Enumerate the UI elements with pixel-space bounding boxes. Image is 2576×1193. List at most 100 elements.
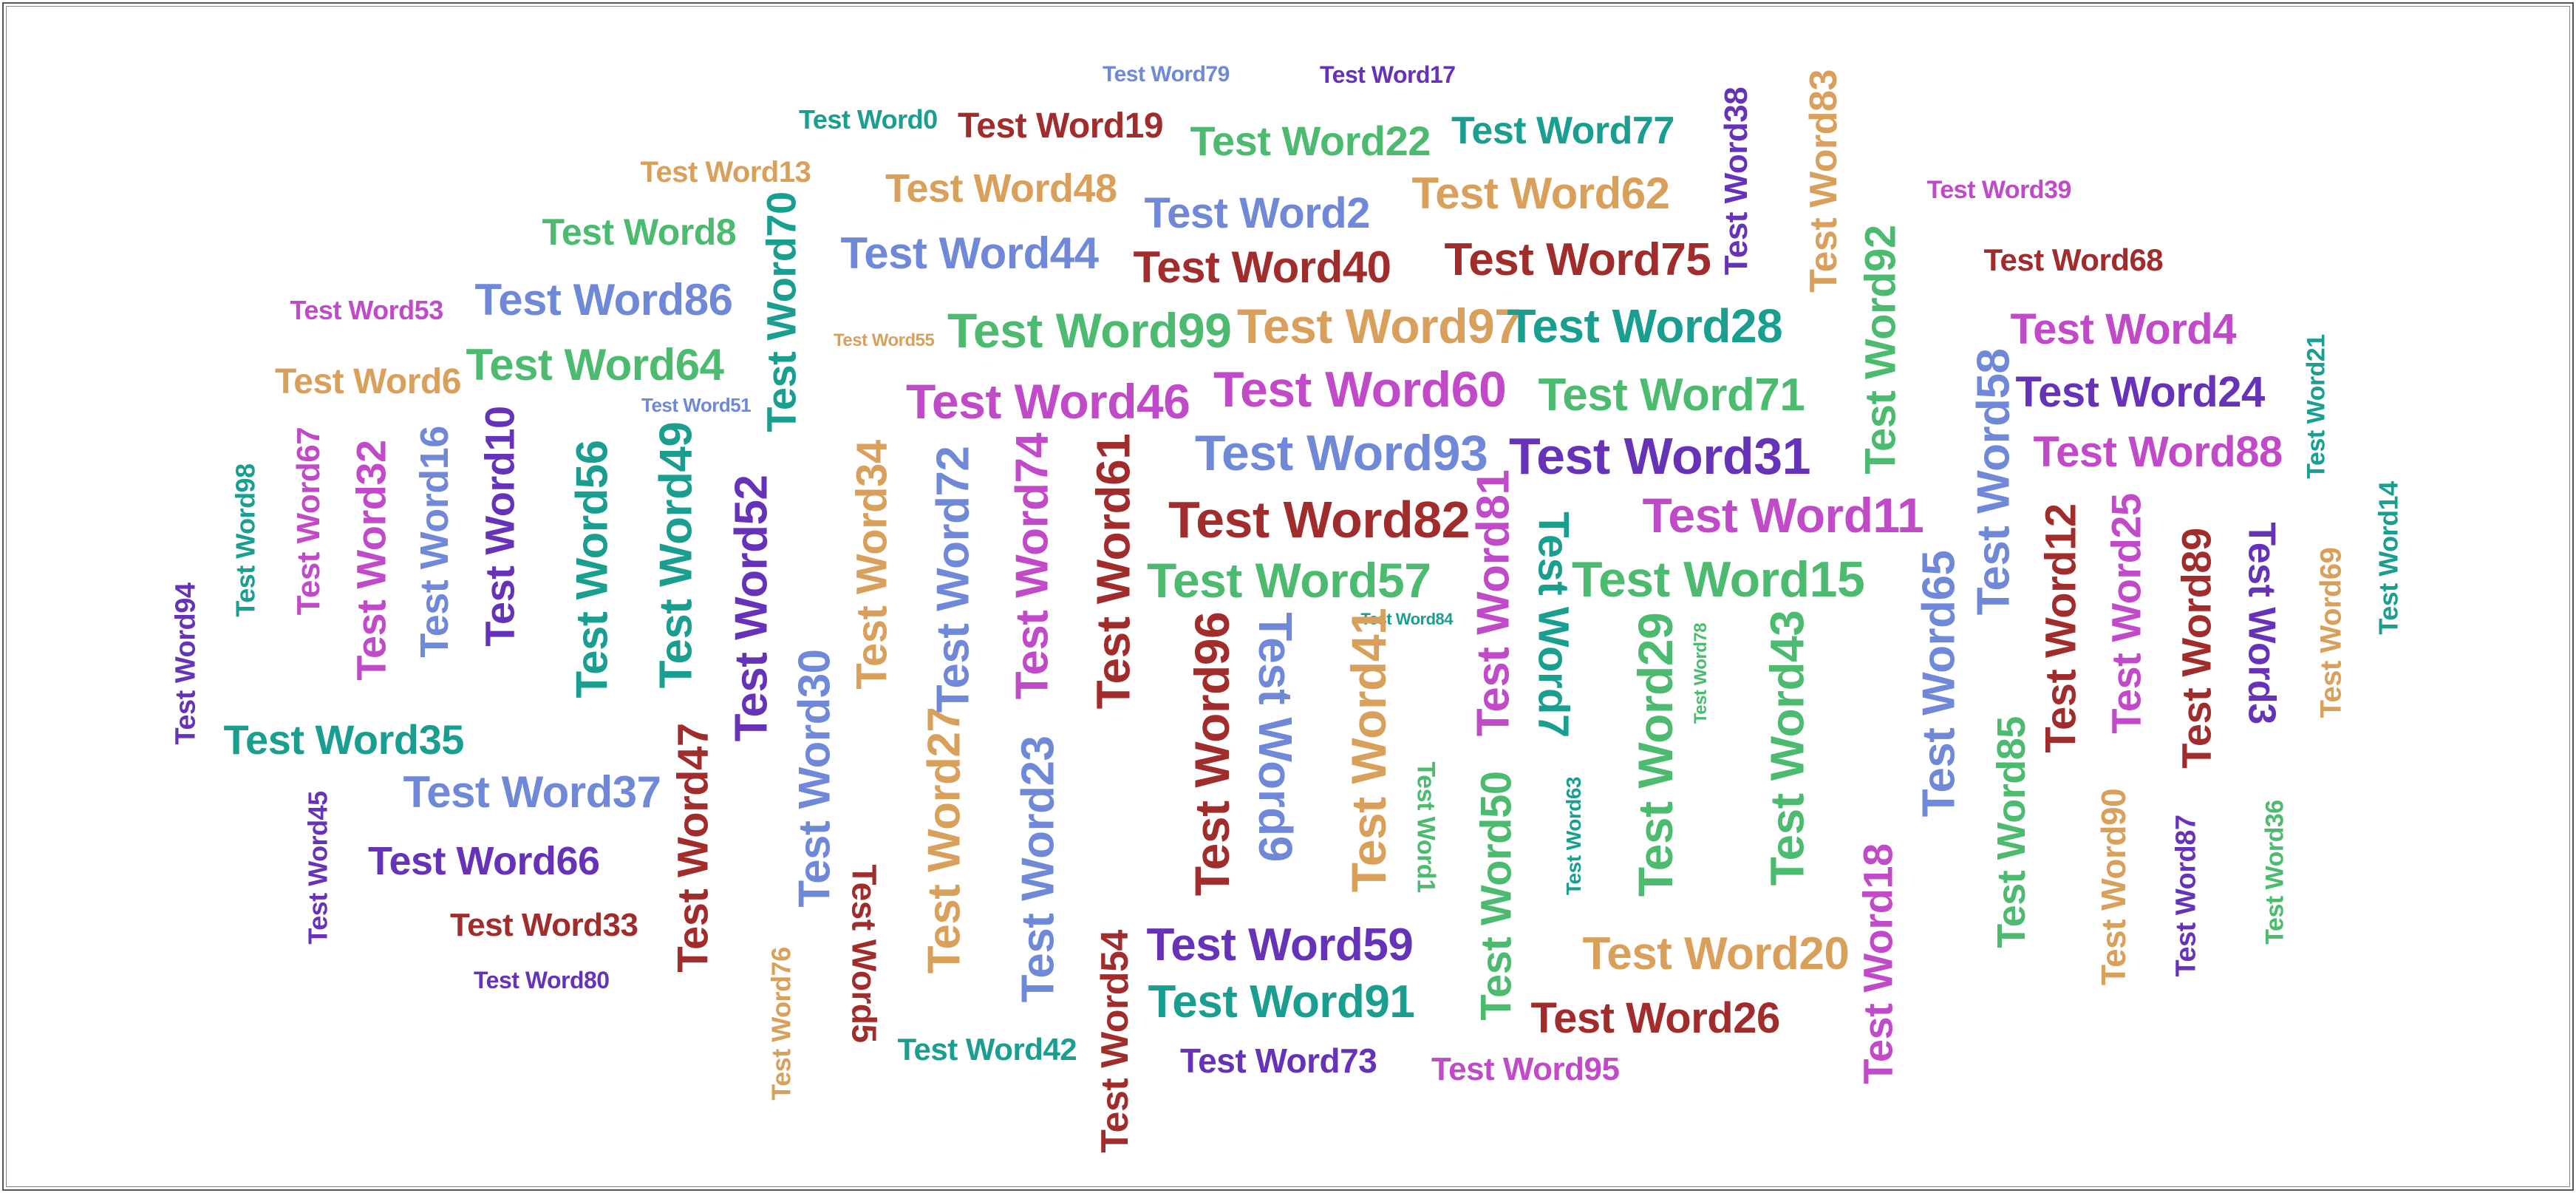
cloud-word: Test Word34 — [848, 440, 896, 690]
cloud-word: Test Word54 — [1093, 930, 1137, 1153]
cloud-word: Test Word20 — [1582, 928, 1850, 979]
cloud-word: Test Word5 — [845, 864, 884, 1043]
cloud-word: Test Word94 — [170, 582, 202, 745]
cloud-word: Test Word46 — [906, 374, 1190, 429]
cloud-word: Test Word49 — [650, 421, 701, 689]
cloud-word: Test Word71 — [1538, 370, 1805, 421]
cloud-word: Test Word81 — [1467, 469, 1519, 737]
cloud-word: Test Word89 — [2173, 528, 2220, 769]
cloud-word: Test Word68 — [1983, 242, 2164, 277]
cloud-word: Test Word77 — [1451, 109, 1674, 152]
cloud-word: Test Word23 — [1012, 735, 1063, 1003]
cloud-word: Test Word32 — [347, 440, 395, 681]
cloud-word: Test Word24 — [2015, 368, 2266, 416]
cloud-word: Test Word3 — [2240, 522, 2283, 724]
cloud-word: Test Word99 — [947, 303, 1232, 358]
cloud-word: Test Word61 — [1086, 433, 1139, 710]
cloud-word: Test Word45 — [302, 791, 333, 945]
cloud-word: Test Word57 — [1147, 553, 1431, 608]
cloud-word: Test Word80 — [474, 967, 610, 993]
cloud-word: Test Word41 — [1341, 608, 1397, 893]
cloud-word: Test Word64 — [466, 340, 725, 390]
cloud-word: Test Word7 — [1529, 511, 1578, 738]
cloud-word: Test Word8 — [542, 211, 737, 253]
cloud-word: Test Word70 — [757, 191, 805, 432]
cloud-word: Test Word29 — [1628, 612, 1683, 897]
cloud-word: Test Word40 — [1133, 242, 1392, 292]
cloud-word: Test Word27 — [918, 707, 970, 974]
cloud-word: Test Word78 — [1691, 622, 1711, 724]
cloud-word: Test Word28 — [1507, 299, 1783, 353]
cloud-word: Test Word15 — [1572, 551, 1865, 608]
cloud-word: Test Word2 — [1144, 189, 1371, 237]
cloud-word: Test Word48 — [885, 166, 1117, 211]
cloud-word: Test Word33 — [450, 907, 638, 943]
cloud-word: Test Word21 — [2302, 334, 2331, 479]
cloud-word: Test Word51 — [641, 394, 752, 416]
cloud-word: Test Word82 — [1168, 491, 1471, 548]
cloud-word: Test Word63 — [1561, 777, 1585, 895]
cloud-word: Test Word66 — [368, 839, 600, 883]
cloud-word: Test Word69 — [2314, 547, 2347, 718]
cloud-word: Test Word74 — [1006, 432, 1057, 700]
cloud-word: Test Word4 — [2010, 305, 2237, 353]
cloud-word: Test Word95 — [1431, 1051, 1620, 1087]
cloud-word: Test Word9 — [1248, 612, 1302, 862]
cloud-word: Test Word59 — [1146, 920, 1414, 971]
cloud-word: Test Word35 — [223, 716, 465, 763]
cloud-word: Test Word13 — [640, 156, 811, 188]
cloud-word: Test Word10 — [476, 406, 523, 647]
cloud-word: Test Word44 — [840, 228, 1100, 278]
cloud-word: Test Word83 — [1802, 69, 1845, 293]
cloud-word: Test Word73 — [1180, 1041, 1377, 1080]
cloud-word: Test Word65 — [1912, 550, 1964, 818]
cloud-word: Test Word36 — [2260, 800, 2289, 945]
cloud-word: Test Word6 — [275, 362, 461, 401]
cloud-word: Test Word91 — [1148, 976, 1415, 1027]
cloud-word: Test Word58 — [1967, 348, 2019, 616]
cloud-word: Test Word47 — [669, 723, 718, 973]
cloud-word: Test Word76 — [766, 947, 797, 1101]
cloud-word: Test Word84 — [1360, 610, 1454, 628]
cloud-word: Test Word55 — [834, 330, 935, 350]
cloud-word: Test Word88 — [2033, 428, 2283, 476]
cloud-word: Test Word11 — [1642, 488, 1924, 543]
cloud-word: Test Word56 — [567, 440, 617, 699]
cloud-word: Test Word67 — [290, 426, 327, 616]
cloud-word: Test Word26 — [1530, 994, 1781, 1042]
cloud-word: Test Word1 — [1411, 761, 1439, 893]
cloud-word: Test Word17 — [1320, 61, 1456, 88]
cloud-word: Test Word93 — [1195, 425, 1488, 481]
cloud-word: Test Word86 — [474, 275, 734, 324]
cloud-word: Test Word92 — [1856, 225, 1905, 475]
cloud-word: Test Word75 — [1444, 234, 1711, 285]
cloud-word: Test Word85 — [1989, 716, 2034, 948]
cloud-word: Test Word98 — [230, 463, 261, 617]
cloud-word: Test Word72 — [927, 446, 978, 713]
cloud-word: Test Word90 — [2094, 788, 2133, 986]
cloud-word: Test Word25 — [2102, 493, 2150, 734]
cloud-word: Test Word39 — [1926, 176, 2072, 204]
cloud-word: Test Word16 — [412, 426, 457, 658]
cloud-word: Test Word42 — [897, 1032, 1077, 1067]
cloud-word: Test Word87 — [2170, 815, 2202, 977]
cloud-word: Test Word60 — [1213, 361, 1507, 418]
cloud-word: Test Word50 — [1472, 771, 1521, 1021]
cloud-word: Test Word14 — [2373, 481, 2404, 635]
cloud-word: Test Word96 — [1185, 611, 1240, 897]
cloud-word: Test Word43 — [1759, 610, 1813, 886]
cloud-word: Test Word19 — [958, 106, 1164, 146]
cloud-word: Test Word79 — [1103, 62, 1230, 86]
cloud-word: Test Word97 — [1237, 299, 1522, 353]
cloud-word: Test Word22 — [1190, 118, 1431, 164]
cloud-word: Test Word52 — [725, 475, 777, 742]
cloud-word: Test Word53 — [290, 295, 444, 325]
cloud-word: Test Word37 — [403, 767, 662, 817]
cloud-word: Test Word62 — [1411, 169, 1671, 218]
cloud-word: Test Word30 — [789, 649, 839, 908]
cloud-word: Test Word0 — [799, 104, 938, 135]
cloud-word: Test Word12 — [2037, 503, 2085, 753]
cloud-word: Test Word18 — [1854, 843, 1901, 1084]
cloud-word: Test Word38 — [1718, 86, 1755, 276]
